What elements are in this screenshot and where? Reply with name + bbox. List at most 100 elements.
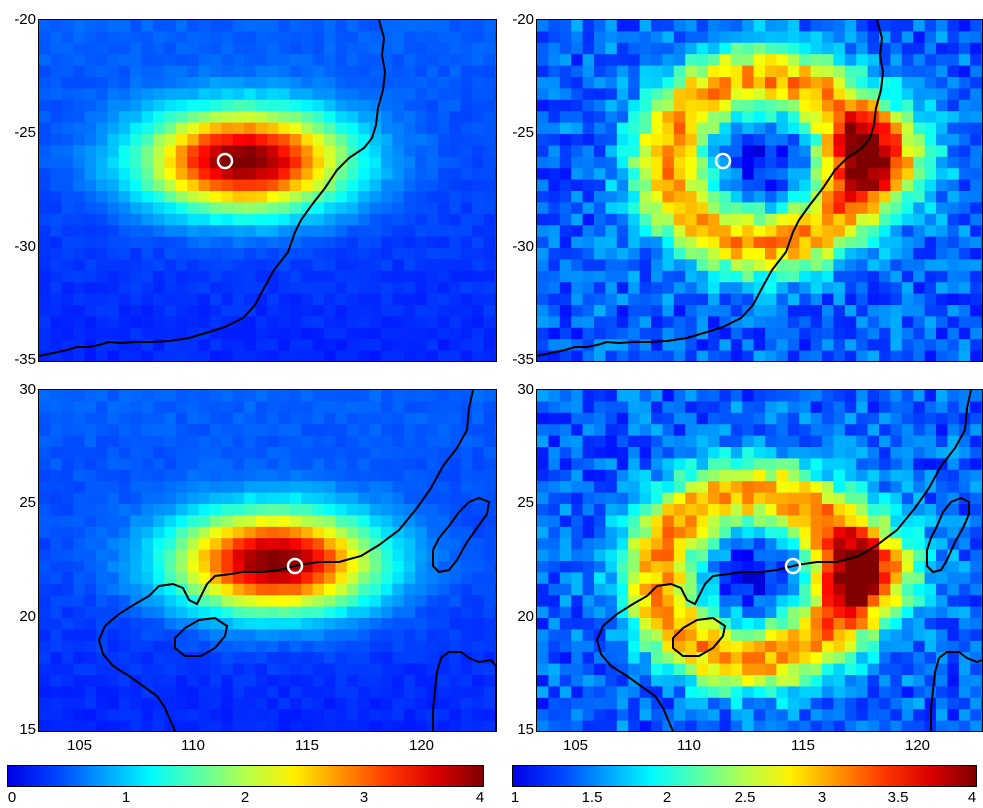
heatmap-cell (639, 401, 652, 414)
heatmap-cell (947, 202, 960, 215)
heatmap-cell (301, 469, 314, 482)
heatmap-cell (369, 54, 382, 67)
heatmap-cell (426, 339, 439, 352)
heatmap-cell (324, 390, 336, 402)
x-tick-label: 105 (67, 737, 93, 754)
heatmap-cell (970, 259, 982, 272)
heatmap-cell (719, 583, 732, 596)
heatmap-cell (267, 720, 279, 731)
heatmap-cell (901, 606, 914, 619)
heatmap-cell (335, 350, 348, 361)
heatmap-cell (537, 99, 549, 112)
heatmap-cell (651, 561, 663, 573)
heatmap-cell (594, 561, 606, 573)
heatmap-cell (141, 697, 154, 710)
heatmap-cell (901, 720, 914, 731)
heatmap-cell (449, 412, 462, 425)
heatmap-cell (548, 515, 561, 528)
heatmap-cell (787, 447, 800, 459)
heatmap-cell (571, 225, 584, 238)
heatmap-cell (685, 663, 698, 676)
heatmap-cell (822, 350, 834, 361)
heatmap-cell (947, 282, 960, 295)
heatmap-cell (901, 515, 914, 528)
heatmap-cell (753, 640, 766, 653)
heatmap-cell (381, 350, 393, 361)
heatmap-cell (799, 538, 812, 551)
heatmap-cell (799, 122, 812, 135)
heatmap-cell (867, 327, 880, 340)
heatmap-cell (571, 350, 584, 361)
heatmap-cell (369, 549, 382, 562)
heatmap-cell (210, 65, 222, 78)
heatmap-cell (130, 618, 143, 630)
heatmap-cell (50, 401, 63, 414)
heatmap-cell (787, 629, 800, 642)
heatmap-cell (559, 538, 572, 551)
heatmap-cell (742, 145, 755, 158)
heatmap-cell (369, 697, 382, 710)
heatmap-cell (844, 156, 857, 169)
heatmap-cell (483, 481, 496, 494)
heatmap-cell (537, 561, 549, 573)
heatmap-cell (605, 469, 618, 482)
heatmap-cell (947, 122, 960, 135)
heatmap-cell (901, 248, 914, 260)
heatmap-cell (628, 504, 641, 516)
heatmap-cell (187, 282, 200, 295)
heatmap-cell (662, 606, 675, 619)
heatmap-cell (753, 424, 766, 437)
heatmap-cell (483, 54, 496, 67)
heatmap-cell (628, 469, 641, 482)
heatmap-cell (301, 515, 314, 528)
heatmap-cell (96, 31, 108, 44)
heatmap-cell (392, 88, 405, 101)
heatmap-cell (392, 412, 405, 425)
heatmap-cell (403, 213, 416, 226)
heatmap-cell (628, 282, 641, 295)
heatmap-cell (141, 316, 154, 329)
heatmap-cell (210, 675, 222, 687)
heatmap-cell (913, 561, 926, 573)
heatmap-cell (696, 145, 709, 158)
heatmap-cell (221, 424, 234, 437)
heatmap-cell (799, 282, 812, 295)
heatmap-cell (289, 282, 302, 295)
heatmap-cell (673, 99, 686, 112)
heatmap-cell (867, 561, 880, 573)
heatmap-cell (118, 390, 131, 402)
heatmap-cell (164, 492, 177, 505)
heatmap-cell (324, 492, 336, 505)
heatmap-cell (175, 572, 188, 585)
heatmap-cell (787, 401, 800, 414)
heatmap-cell (50, 526, 63, 539)
heatmap-cell (392, 213, 405, 226)
heatmap-cell (582, 652, 595, 665)
heatmap-cell (833, 202, 846, 215)
heatmap-cell (50, 469, 63, 482)
heatmap-cell (844, 179, 857, 192)
heatmap-cell (685, 54, 698, 67)
heatmap-cell (301, 248, 314, 260)
heatmap-cell (118, 412, 131, 425)
heatmap-cell (879, 435, 891, 448)
heatmap-cell (289, 401, 302, 414)
heatmap-cell (164, 191, 177, 203)
heatmap-cell (289, 168, 302, 181)
heatmap-cell (765, 88, 777, 101)
heatmap-cell (890, 640, 903, 653)
heatmap-cell (267, 350, 279, 361)
heatmap-cell (787, 31, 800, 44)
heatmap-cell (472, 54, 485, 67)
heatmap-cell (571, 469, 584, 482)
heatmap-cell (730, 145, 743, 158)
heatmap-cell (537, 77, 549, 89)
heatmap-cell (164, 42, 177, 55)
heatmap-cell (358, 583, 371, 596)
heatmap-cell (278, 424, 291, 437)
heatmap-cell (571, 412, 584, 425)
heatmap-cell (449, 99, 462, 112)
heatmap-cell (673, 515, 686, 528)
heatmap-cell (255, 447, 268, 459)
heatmap-cell (415, 549, 428, 562)
